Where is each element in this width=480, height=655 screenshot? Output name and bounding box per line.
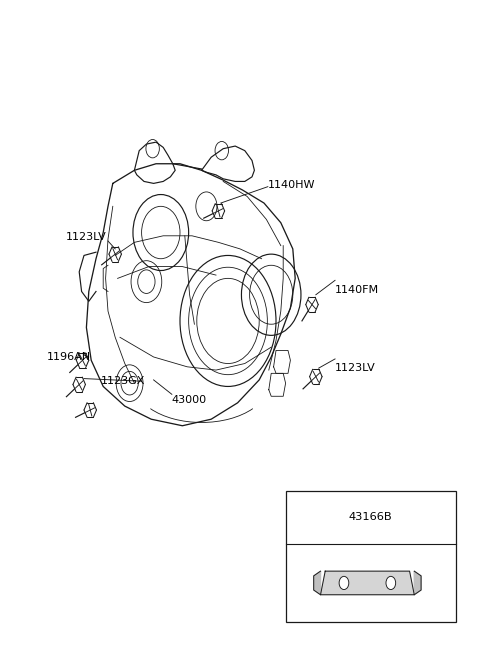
Circle shape xyxy=(386,576,396,590)
FancyBboxPatch shape xyxy=(286,491,456,622)
Text: 1140FM: 1140FM xyxy=(335,284,379,295)
Text: 1123GX: 1123GX xyxy=(101,376,145,386)
Text: 1140HW: 1140HW xyxy=(268,179,315,190)
Circle shape xyxy=(339,576,349,590)
Text: 1123LV: 1123LV xyxy=(335,363,376,373)
Text: 1196AN: 1196AN xyxy=(47,352,91,362)
Text: 1123LV: 1123LV xyxy=(66,232,107,242)
Polygon shape xyxy=(414,571,421,595)
Polygon shape xyxy=(314,571,321,595)
Text: 43166B: 43166B xyxy=(349,512,393,523)
Polygon shape xyxy=(321,571,414,595)
Text: 43000: 43000 xyxy=(172,394,207,405)
